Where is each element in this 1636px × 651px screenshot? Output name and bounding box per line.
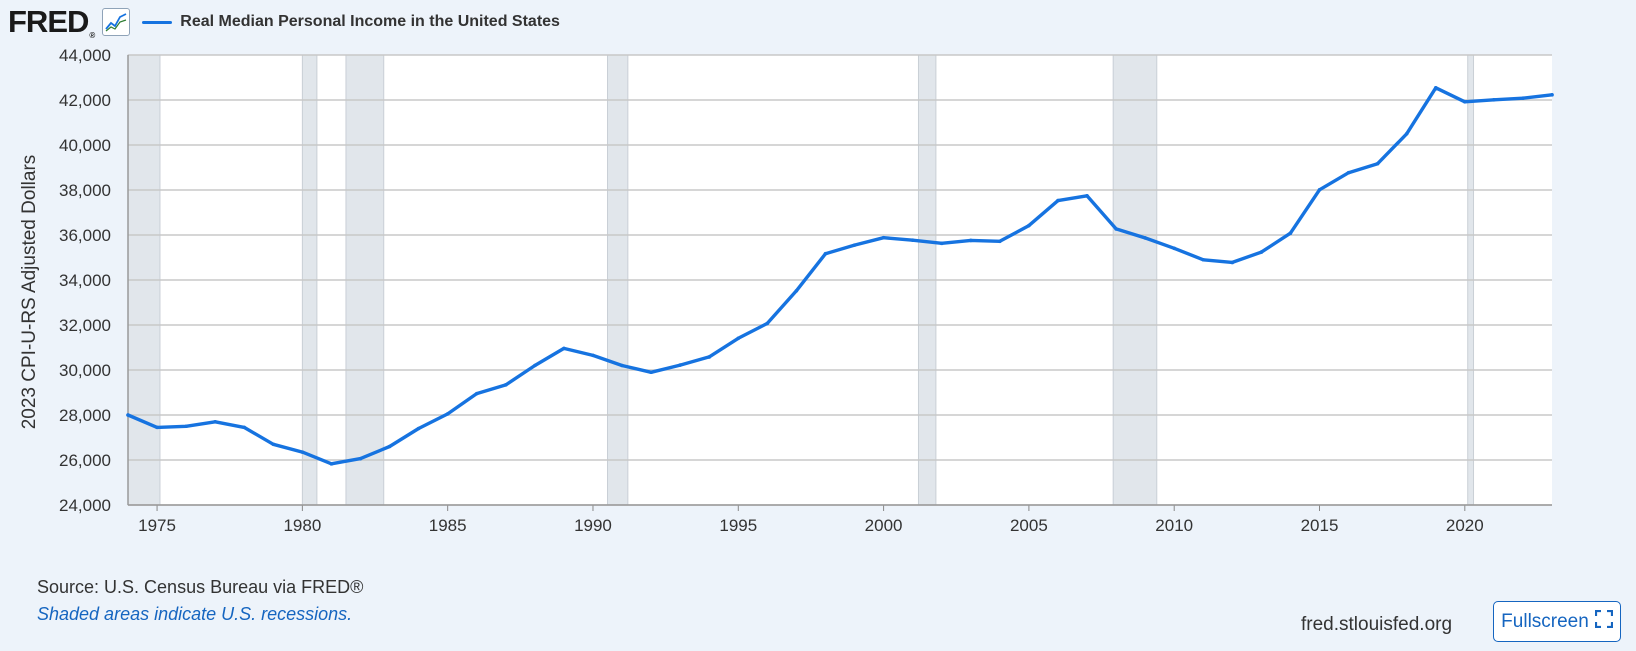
- x-tick-label: 1980: [283, 516, 321, 535]
- data-point: [242, 425, 247, 430]
- data-point: [881, 235, 886, 240]
- chart-header: FRED® Real Median Personal Income in the…: [8, 4, 560, 40]
- data-point: [1172, 246, 1177, 251]
- fullscreen-button[interactable]: Fullscreen: [1493, 601, 1621, 642]
- fullscreen-label: Fullscreen: [1501, 610, 1589, 632]
- data-point: [823, 251, 828, 256]
- data-point: [998, 239, 1002, 244]
- data-point: [649, 370, 653, 375]
- source-text: Source: U.S. Census Bureau via FRED®: [37, 577, 364, 597]
- y-tick-label: 38,000: [59, 181, 111, 200]
- y-tick-label: 28,000: [59, 406, 111, 425]
- x-tick-label: 2020: [1446, 516, 1484, 535]
- data-point: [707, 355, 712, 359]
- data-point: [1317, 187, 1322, 192]
- x-tick-label: 1985: [429, 516, 467, 535]
- data-point: [503, 383, 508, 387]
- data-point: [1056, 198, 1060, 203]
- x-tick-label: 1975: [138, 516, 176, 535]
- data-point: [445, 412, 450, 416]
- data-point: [416, 426, 421, 431]
- data-point: [474, 391, 479, 396]
- y-tick-label: 42,000: [59, 91, 111, 110]
- data-point: [1550, 93, 1554, 97]
- x-tick-label: 1990: [574, 516, 612, 535]
- data-point: [678, 363, 682, 367]
- data-point: [1433, 86, 1438, 90]
- data-point: [1463, 100, 1467, 104]
- data-point: [794, 289, 799, 293]
- data-point: [765, 321, 770, 326]
- line-chart: 24,000 26,000 28,000 30,000 32,000 34,000 36,0…: [19, 46, 1554, 535]
- data-point: [736, 336, 741, 341]
- y-tick-label: 32,000: [59, 316, 111, 335]
- y-tick-label: 34,000: [59, 271, 111, 290]
- y-tick-label: 44,000: [59, 46, 111, 65]
- y-tick-label: 26,000: [59, 451, 111, 470]
- recession-note: Shaded areas indicate U.S. recessions.: [37, 604, 353, 624]
- y-axis-label: 2023 CPI-U-RS Adjusted Dollars: [19, 155, 40, 430]
- data-point: [1521, 96, 1525, 100]
- data-point: [1143, 236, 1147, 240]
- data-point: [1230, 260, 1235, 265]
- data-point: [562, 346, 566, 351]
- series-layer: [126, 86, 1554, 466]
- legend-swatch: [142, 20, 173, 24]
- data-point: [591, 353, 595, 358]
- y-tick-label: 24,000: [59, 496, 111, 515]
- data-point: [358, 456, 363, 461]
- x-tick-label: 2015: [1301, 516, 1339, 535]
- data-point: [1201, 257, 1206, 262]
- data-point: [126, 413, 130, 417]
- data-point: [620, 363, 624, 368]
- data-point: [1259, 250, 1264, 254]
- fred-logo-text: FRED: [8, 4, 89, 39]
- data-point: [1346, 170, 1351, 175]
- y-axis-ticks: 24,000 26,000 28,000 30,000 32,000 34,000 36,0…: [59, 46, 111, 515]
- data-point: [852, 243, 857, 247]
- x-axis-ticks: 1975 1980 1985 1990 1995 2000 2005 2010 2015 2020: [127, 55, 1552, 535]
- series-line: [126, 86, 1554, 466]
- fullscreen-icon: [1594, 609, 1613, 634]
- y-tick-label: 30,000: [59, 361, 111, 380]
- fred-logo[interactable]: FRED®: [8, 4, 95, 40]
- data-point: [1085, 194, 1089, 198]
- data-point: [329, 462, 334, 466]
- data-point: [939, 241, 944, 246]
- data-point: [1027, 223, 1031, 228]
- data-point: [1288, 231, 1293, 235]
- x-tick-label: 2005: [1010, 516, 1048, 535]
- data-point: [184, 424, 188, 429]
- series-title: Real Median Personal Income in the Unite…: [180, 13, 560, 30]
- data-point: [155, 425, 159, 430]
- data-point: [1114, 227, 1118, 231]
- data-point: [300, 450, 305, 454]
- data-point: [1404, 131, 1409, 136]
- data-point: [968, 238, 973, 243]
- x-tick-label: 2000: [865, 516, 903, 535]
- data-point: [533, 363, 537, 368]
- data-point: [1492, 97, 1496, 102]
- y-tick-label: 40,000: [59, 136, 111, 155]
- data-point: [387, 444, 392, 449]
- fred-url[interactable]: fred.stlouisfed.org: [1301, 614, 1453, 635]
- graph-icon: [102, 8, 131, 36]
- y-tick-label: 36,000: [59, 226, 111, 245]
- data-point: [1375, 161, 1380, 166]
- data-point: [213, 419, 217, 424]
- fred-logo-registered-mark: ®: [89, 31, 95, 40]
- x-tick-label: 2010: [1155, 516, 1193, 535]
- data-point: [271, 442, 276, 447]
- data-point: [910, 238, 915, 242]
- x-tick-label: 1995: [719, 516, 757, 535]
